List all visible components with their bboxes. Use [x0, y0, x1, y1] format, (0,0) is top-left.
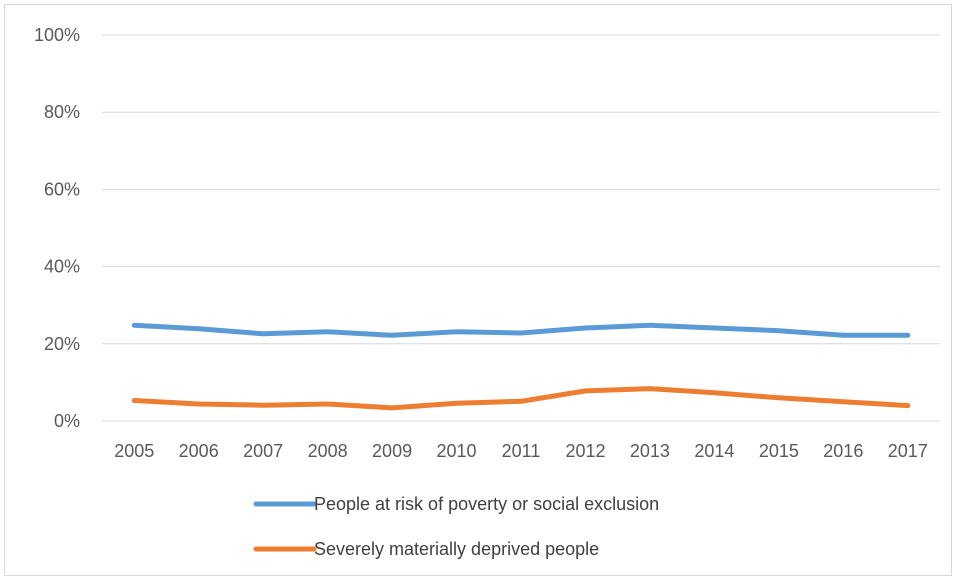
legend-label-0: People at risk of poverty or social excl…	[314, 494, 659, 514]
x-axis-ticks: 2005 2006 2007 2008 2009 2010 2011 2012 2013 2014…	[114, 441, 928, 461]
x-tick-label: 2008	[308, 441, 348, 461]
x-tick-label: 2016	[823, 441, 863, 461]
legend-item-0: People at risk of poverty or social excl…	[253, 494, 659, 514]
x-tick-label: 2012	[565, 441, 605, 461]
legend: People at risk of poverty or social excl…	[253, 494, 659, 559]
series-line-0	[131, 322, 911, 338]
y-tick-label: 40%	[44, 257, 80, 277]
x-tick-label: 2017	[888, 441, 928, 461]
legend-label-1: Severely materially deprived people	[314, 539, 599, 559]
x-tick-label: 2007	[243, 441, 283, 461]
y-tick-label: 60%	[44, 179, 80, 199]
y-axis-ticks: 0% 20% 40% 60% 80% 100%	[34, 25, 80, 431]
series-lines	[131, 322, 911, 411]
x-tick-label: 2014	[694, 441, 734, 461]
x-tick-label: 2011	[502, 441, 541, 461]
gridlines	[102, 34, 940, 422]
x-tick-label: 2013	[630, 441, 670, 461]
y-tick-label: 0%	[54, 411, 80, 431]
y-tick-label: 80%	[44, 102, 80, 122]
y-tick-label: 20%	[44, 334, 80, 354]
x-tick-label: 2006	[179, 441, 219, 461]
chart-frame	[4, 4, 952, 576]
legend-item-1: Severely materially deprived people	[253, 539, 599, 559]
series-line-1	[131, 386, 911, 411]
x-tick-label: 2010	[437, 441, 477, 461]
x-tick-label: 2009	[372, 441, 412, 461]
y-tick-label: 100%	[34, 25, 80, 45]
x-tick-label: 2005	[114, 441, 154, 461]
x-tick-label: 2015	[759, 441, 799, 461]
